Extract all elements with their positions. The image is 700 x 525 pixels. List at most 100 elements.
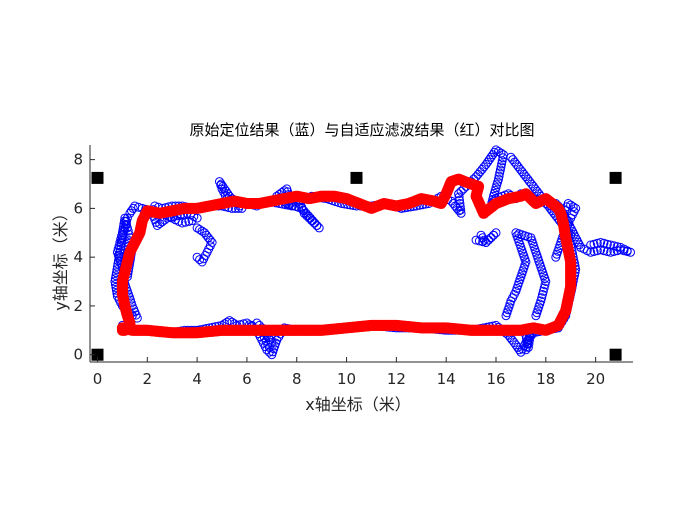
raw-point xyxy=(478,237,488,247)
raw-point xyxy=(119,226,129,236)
x-tick-label: 14 xyxy=(437,370,456,388)
raw-point xyxy=(215,177,224,187)
raw-point xyxy=(489,147,499,157)
raw-point xyxy=(494,171,504,181)
x-tick-label: 4 xyxy=(192,370,202,388)
raw-point xyxy=(130,201,140,211)
x-tick-label: 18 xyxy=(536,370,555,388)
raw-point xyxy=(497,159,507,169)
raw-point xyxy=(454,192,464,202)
x-axis-title: x轴坐标（米） xyxy=(305,395,410,414)
raw-point xyxy=(573,237,583,247)
filtered-series xyxy=(116,173,577,339)
y-axis-title: y轴坐标（米） xyxy=(51,205,70,310)
raw-point xyxy=(262,345,272,355)
raw-point xyxy=(118,225,128,235)
raw-point xyxy=(134,202,144,212)
raw-point xyxy=(568,202,578,212)
raw-point xyxy=(119,219,129,229)
raw-point xyxy=(220,184,229,194)
raw-point xyxy=(616,242,625,252)
raw-point xyxy=(541,277,551,286)
raw-point xyxy=(117,228,127,238)
raw-point xyxy=(522,336,532,346)
x-tick-label: 2 xyxy=(143,370,153,388)
raw-point xyxy=(481,238,491,247)
raw-point xyxy=(596,238,606,247)
x-axis: 0 2 4 6 8 10 12 14 16 18 20 xyxy=(90,357,633,388)
anchor-marker xyxy=(350,171,363,184)
y-tick-label: 2 xyxy=(73,297,83,315)
raw-point xyxy=(599,238,609,248)
y-tick-label: 0 xyxy=(73,346,83,364)
raw-point xyxy=(118,222,128,232)
raw-point xyxy=(488,150,498,160)
filtered-point xyxy=(116,324,128,336)
raw-point xyxy=(484,155,494,165)
anchor-marker xyxy=(609,171,622,184)
raw-point xyxy=(456,186,466,196)
raw-point xyxy=(181,217,190,227)
raw-point xyxy=(606,240,616,250)
x-tick-label: 0 xyxy=(93,370,103,388)
x-tick-label: 20 xyxy=(586,370,605,388)
raw-point xyxy=(586,247,596,257)
chart-title: 原始定位结果（蓝）与自适应滤波结果（红）对比图 xyxy=(189,121,534,139)
raw-point xyxy=(195,225,205,234)
raw-point xyxy=(612,242,622,252)
raw-point xyxy=(495,165,505,175)
raw-point xyxy=(117,231,127,241)
raw-point xyxy=(127,206,136,216)
raw-point xyxy=(570,232,580,242)
x-tick-label: 12 xyxy=(387,370,406,388)
raw-point xyxy=(566,200,576,210)
raw-point xyxy=(192,252,202,262)
x-tick-label: 16 xyxy=(486,370,505,388)
raw-point xyxy=(476,230,486,240)
raw-point xyxy=(491,145,501,155)
raw-point xyxy=(531,311,541,321)
anchor-marker xyxy=(91,348,104,361)
raw-point xyxy=(489,230,498,240)
anchor-marker xyxy=(609,348,622,361)
raw-point xyxy=(474,236,484,246)
raw-point xyxy=(494,174,503,184)
raw-point xyxy=(538,286,548,296)
x-tick-label: 10 xyxy=(337,370,356,388)
raw-point xyxy=(496,148,506,158)
raw-point xyxy=(216,179,226,189)
raw-point xyxy=(491,228,501,238)
raw-point xyxy=(589,239,599,249)
raw-point xyxy=(455,199,465,208)
anchor-markers xyxy=(91,171,622,361)
raw-point xyxy=(523,342,533,352)
raw-point xyxy=(586,240,596,250)
raw-point xyxy=(225,316,234,326)
anchor-marker xyxy=(91,171,104,184)
y-tick-label: 4 xyxy=(73,248,83,266)
raw-point xyxy=(486,152,496,162)
raw-point xyxy=(538,290,547,299)
raw-point xyxy=(540,280,550,290)
raw-point xyxy=(125,208,135,218)
raw-point xyxy=(486,233,496,243)
raw-point xyxy=(496,162,506,172)
raw-point xyxy=(521,345,531,355)
raw-point xyxy=(200,228,210,238)
raw-point xyxy=(602,239,612,249)
raw-point xyxy=(612,246,622,256)
raw-point xyxy=(184,216,194,226)
x-tick-label: 8 xyxy=(292,370,302,388)
raw-point xyxy=(592,238,602,248)
raw-point xyxy=(513,342,523,352)
raw-point xyxy=(120,213,130,223)
raw-point xyxy=(113,244,123,254)
y-tick-label: 6 xyxy=(73,199,83,217)
raw-point xyxy=(473,169,483,179)
raw-point xyxy=(471,235,481,245)
raw-point xyxy=(571,203,581,213)
raw-point xyxy=(115,238,125,247)
raw-point xyxy=(119,216,129,226)
y-axis: 0 2 4 6 8 xyxy=(73,145,95,364)
